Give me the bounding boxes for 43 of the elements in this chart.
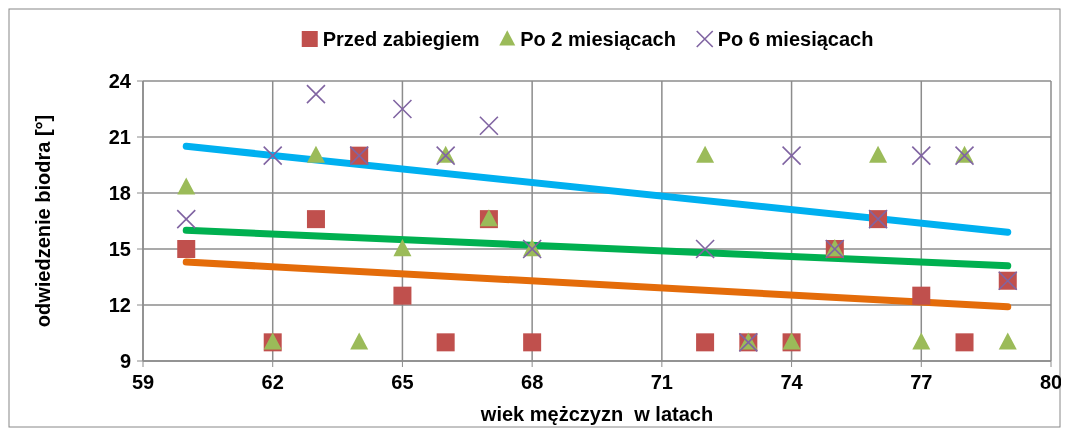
x-tick-label: 68 bbox=[521, 371, 544, 393]
point bbox=[781, 145, 802, 166]
point bbox=[696, 145, 715, 163]
point bbox=[869, 145, 888, 163]
point bbox=[306, 84, 326, 104]
point bbox=[306, 145, 325, 163]
point bbox=[436, 333, 455, 352]
point bbox=[911, 145, 932, 166]
point bbox=[177, 240, 196, 258]
point bbox=[479, 116, 499, 136]
y-tick-label: 9 bbox=[119, 350, 131, 372]
x-tick-label: 80 bbox=[1039, 371, 1063, 393]
x-tick-label: 71 bbox=[650, 371, 673, 393]
x-tick-label: 77 bbox=[910, 371, 933, 393]
x-axis-title: wiek mężczyzn w latach bbox=[479, 403, 714, 425]
x-tick-label: 62 bbox=[261, 371, 284, 393]
point bbox=[523, 333, 542, 352]
point bbox=[998, 332, 1017, 350]
point bbox=[350, 332, 369, 350]
y-tick-label: 24 bbox=[108, 70, 132, 92]
point bbox=[912, 286, 931, 305]
x-tick-label: 59 bbox=[131, 371, 155, 393]
legend-label: Po 6 miesiącach bbox=[717, 28, 874, 50]
point bbox=[393, 239, 412, 257]
y-tick-label: 15 bbox=[108, 238, 131, 260]
point bbox=[392, 99, 413, 119]
legend-label: Przed zabiegiem bbox=[322, 28, 480, 50]
point bbox=[306, 210, 325, 229]
point bbox=[393, 286, 412, 305]
legend-label: Po 2 miesiącach bbox=[520, 28, 676, 50]
y-tick-label: 18 bbox=[108, 182, 131, 204]
x-tick-label: 74 bbox=[780, 371, 804, 393]
point bbox=[955, 333, 974, 352]
point bbox=[912, 332, 931, 350]
x-tick-label: 65 bbox=[391, 371, 414, 393]
point bbox=[695, 239, 715, 259]
point bbox=[177, 177, 196, 195]
point bbox=[262, 145, 283, 166]
point bbox=[176, 209, 197, 229]
y-tick-label: 21 bbox=[108, 126, 131, 148]
y-tick-label: 12 bbox=[108, 294, 131, 316]
point bbox=[696, 333, 715, 352]
y-axis-title: odwiedzenie biodra [°] bbox=[32, 114, 54, 328]
